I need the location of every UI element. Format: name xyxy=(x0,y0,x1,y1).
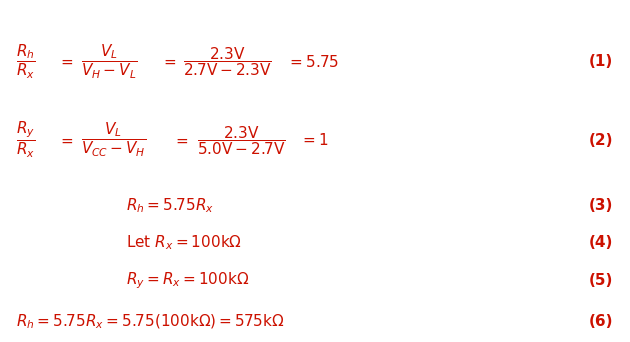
Text: $\dfrac{V_L}{V_H - V_L}$: $\dfrac{V_L}{V_H - V_L}$ xyxy=(81,42,137,81)
Text: $\dfrac{R_h}{R_x}$: $\dfrac{R_h}{R_x}$ xyxy=(16,42,35,81)
Text: $\dfrac{V_L}{V_{CC} - V_H}$: $\dfrac{V_L}{V_{CC} - V_H}$ xyxy=(81,121,146,159)
Text: $\dfrac{2.3\mathrm{V}}{2.7\mathrm{V} - 2.3\mathrm{V}}$: $\dfrac{2.3\mathrm{V}}{2.7\mathrm{V} - 2… xyxy=(183,45,272,78)
Text: $R_y = R_x = 100\mathrm{k}\Omega$: $R_y = R_x = 100\mathrm{k}\Omega$ xyxy=(126,270,249,291)
Text: $=$: $=$ xyxy=(173,133,190,148)
Text: $R_h = 5.75R_x$: $R_h = 5.75R_x$ xyxy=(126,196,214,214)
Text: $\dfrac{2.3\mathrm{V}}{5.0\mathrm{V} - 2.7\mathrm{V}}$: $\dfrac{2.3\mathrm{V}}{5.0\mathrm{V} - 2… xyxy=(197,124,285,157)
Text: (5): (5) xyxy=(589,273,614,288)
Text: $\mathrm{Let}\ R_x = 100\mathrm{k}\Omega$: $\mathrm{Let}\ R_x = 100\mathrm{k}\Omega… xyxy=(126,234,242,252)
Text: (4): (4) xyxy=(589,235,614,250)
Text: $R_h = 5.75R_x = 5.75(100\mathrm{k}\Omega) = 575\mathrm{k}\Omega$: $R_h = 5.75R_x = 5.75(100\mathrm{k}\Omeg… xyxy=(16,312,284,331)
Text: (6): (6) xyxy=(589,314,614,329)
Text: (3): (3) xyxy=(589,198,614,213)
Text: $=$: $=$ xyxy=(161,54,177,69)
Text: $= 5.75$: $= 5.75$ xyxy=(287,54,339,69)
Text: $\dfrac{R_y}{R_x}$: $\dfrac{R_y}{R_x}$ xyxy=(16,120,35,160)
Text: (1): (1) xyxy=(589,54,613,69)
Text: (2): (2) xyxy=(589,133,614,148)
Text: $= 1$: $= 1$ xyxy=(300,132,329,148)
Text: $=$: $=$ xyxy=(58,54,74,69)
Text: $=$: $=$ xyxy=(58,133,74,148)
